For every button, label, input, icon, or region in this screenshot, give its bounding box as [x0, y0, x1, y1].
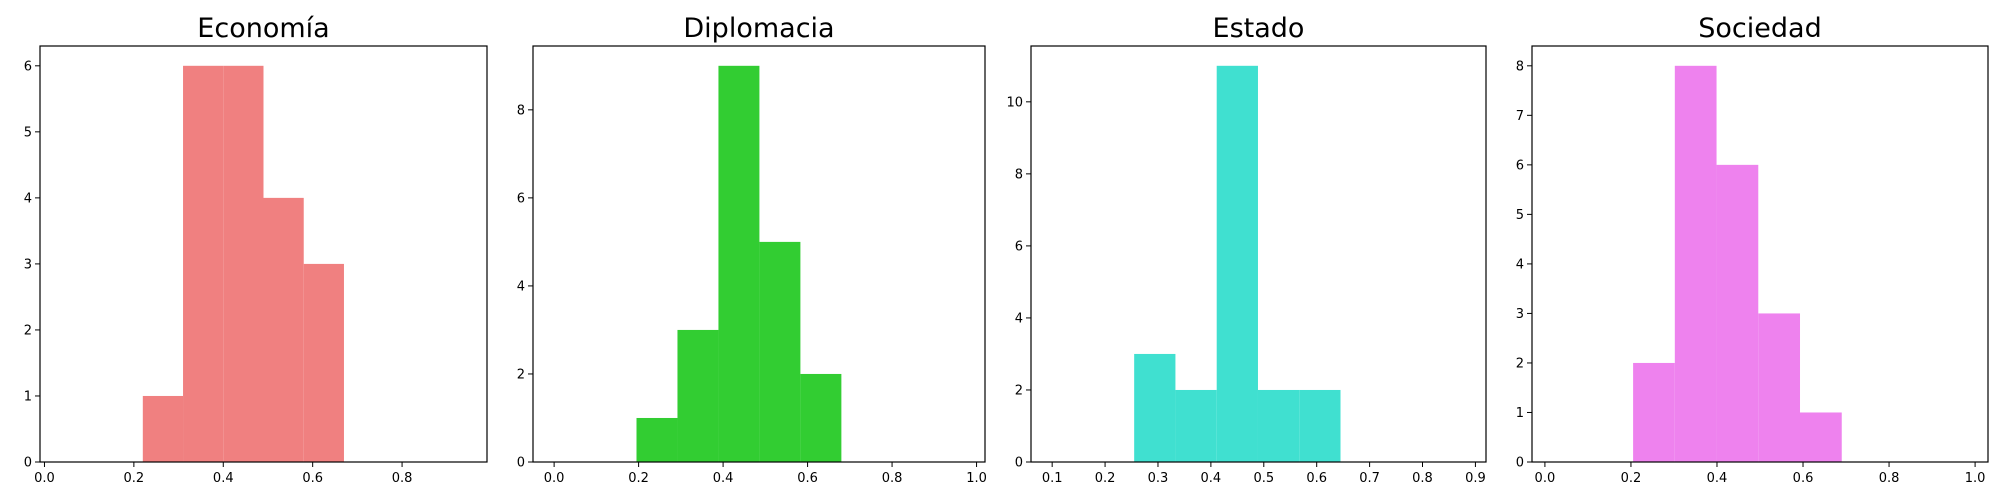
- y-tick-label: 1: [24, 389, 32, 404]
- bars-group: [636, 65, 842, 463]
- histogram-bar: [223, 65, 264, 463]
- y-tick-label: 2: [1015, 383, 1023, 398]
- subplot-title: Economía: [197, 13, 329, 44]
- histogram-bar: [1257, 389, 1300, 462]
- y-tick-label: 8: [517, 103, 525, 118]
- histogram-bar: [1674, 65, 1717, 463]
- y-tick-label: 4: [1516, 257, 1524, 272]
- subplot-title: Sociedad: [1698, 13, 1821, 44]
- histogram-bar: [800, 373, 842, 462]
- x-tick-label: 1.0: [1965, 471, 1986, 486]
- y-tick-label: 6: [24, 59, 32, 74]
- y-tick-label: 0: [517, 456, 525, 471]
- x-tick-label: 0.4: [1707, 471, 1728, 486]
- y-tick-label: 6: [1516, 158, 1524, 173]
- ticks-group: 0.0 0.2 0.4 0.6 0.8 1.0 0 1 2 3 4 5 6 7 8: [1516, 59, 1986, 486]
- x-tick-label: 0.0: [1535, 471, 1556, 486]
- x-tick-label: 0.6: [797, 471, 818, 486]
- axes-frame: [1531, 45, 1989, 463]
- y-tick-label: 2: [1516, 356, 1524, 371]
- histogram-bar: [263, 197, 304, 462]
- histogram-bar: [142, 395, 184, 462]
- x-tick-label: 0.8: [1879, 471, 1900, 486]
- y-tick-label: 6: [517, 191, 525, 206]
- axes-frame: [1030, 45, 1487, 463]
- subplot-sociedad: Sociedad 0.0 0.2 0.4 0.6 0.8 1.0 0 1 2 3 4 5 6 7 8: [1516, 13, 1989, 486]
- x-tick-label: 0.2: [124, 471, 145, 486]
- y-tick-label: 0: [1516, 456, 1524, 471]
- y-tick-label: 5: [24, 125, 32, 140]
- x-tick-label: 0.9: [1465, 471, 1486, 486]
- y-tick-label: 2: [24, 323, 32, 338]
- subplot-estado: Estado 0.1 0.2 0.3 0.4 0.5 0.6 0.7 0.8 0.9 0 2 4 6 8 1…: [1006, 13, 1487, 486]
- y-tick-label: 5: [1516, 208, 1524, 223]
- subplot-title: Estado: [1213, 13, 1305, 44]
- ticks-group: 0.0 0.2 0.4 0.6 0.8 0 1 2 3 4 5 6: [24, 59, 413, 486]
- x-tick-label: 0.1: [1042, 471, 1063, 486]
- x-tick-label: 1.0: [966, 471, 987, 486]
- x-tick-label: 0.6: [302, 471, 323, 486]
- axes-frame: [39, 45, 488, 463]
- histogram-bar: [1758, 313, 1801, 462]
- y-tick-label: 7: [1516, 109, 1524, 124]
- y-tick-label: 4: [1015, 311, 1023, 326]
- y-tick-label: 0: [1015, 456, 1023, 471]
- x-tick-label: 0.2: [1621, 471, 1642, 486]
- ticks-group: 0.0 0.2 0.4 0.6 0.8 1.0 0 2 4 6 8: [517, 103, 987, 486]
- histogram-bar: [1633, 362, 1675, 462]
- histogram-bar: [759, 241, 801, 462]
- x-tick-label: 0.4: [1201, 471, 1222, 486]
- y-tick-label: 2: [517, 367, 525, 382]
- y-tick-label: 8: [1015, 167, 1023, 182]
- histogram-bar: [718, 65, 760, 463]
- histogram-bar: [183, 65, 224, 463]
- axes-frame: [532, 45, 986, 463]
- x-tick-label: 0.4: [713, 471, 734, 486]
- x-tick-label: 0.5: [1253, 471, 1274, 486]
- x-tick-label: 0.7: [1359, 471, 1380, 486]
- x-tick-label: 0.8: [882, 471, 903, 486]
- ticks-group: 0.1 0.2 0.3 0.4 0.5 0.6 0.7 0.8 0.9 0 2 4 6 8 10: [1006, 95, 1485, 486]
- subplot-title: Diplomacia: [683, 13, 834, 44]
- bars-group: [1134, 65, 1341, 463]
- histogram-bar: [1716, 164, 1759, 462]
- y-tick-label: 4: [517, 279, 525, 294]
- x-tick-label: 0.2: [628, 471, 649, 486]
- histogram-bar: [677, 329, 719, 462]
- y-tick-label: 3: [1516, 307, 1524, 322]
- histogram-bar: [1299, 389, 1341, 462]
- y-tick-label: 3: [24, 257, 32, 272]
- y-tick-label: 1: [1516, 406, 1524, 421]
- x-tick-label: 0.6: [1793, 471, 1814, 486]
- histogram-bar: [303, 263, 344, 462]
- x-tick-label: 0.2: [1095, 471, 1116, 486]
- bars-group: [142, 65, 344, 463]
- y-tick-label: 10: [1006, 95, 1023, 110]
- x-tick-label: 0.8: [1412, 471, 1433, 486]
- y-tick-label: 0: [24, 456, 32, 471]
- bars-group: [1633, 65, 1842, 463]
- y-tick-label: 8: [1516, 59, 1524, 74]
- histogram-bar: [1216, 65, 1258, 463]
- histogram-bar: [1175, 389, 1217, 462]
- subplot-economia: Economía 0.0 0.2 0.4 0.6 0.8 0 1 2 3 4 5 6: [24, 13, 488, 486]
- histogram-bar: [636, 417, 678, 462]
- y-tick-label: 4: [24, 191, 32, 206]
- x-tick-label: 0.6: [1306, 471, 1327, 486]
- x-tick-label: 0.4: [213, 471, 234, 486]
- x-tick-label: 0.0: [34, 471, 55, 486]
- subplot-diplomacia: Diplomacia 0.0 0.2 0.4 0.6 0.8 1.0 0 2 4 6 8: [517, 13, 987, 486]
- x-tick-label: 0.0: [544, 471, 565, 486]
- x-tick-label: 0.3: [1148, 471, 1169, 486]
- histogram-bar: [1134, 353, 1176, 462]
- x-tick-label: 0.8: [392, 471, 413, 486]
- histogram-bar: [1800, 412, 1842, 462]
- y-tick-label: 6: [1015, 239, 1023, 254]
